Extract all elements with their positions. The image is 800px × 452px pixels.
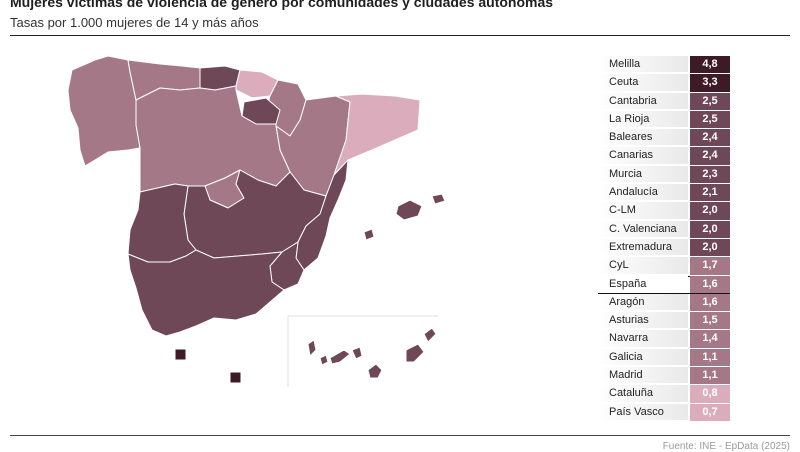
map-region-baleares bbox=[395, 199, 423, 221]
row-label: Melilla bbox=[598, 56, 688, 74]
map-region-melilla bbox=[229, 371, 242, 384]
row-value: 1,4 bbox=[690, 330, 730, 348]
table-row: Canarias 2,4 bbox=[598, 147, 730, 165]
row-value: 2,5 bbox=[690, 92, 730, 110]
table-row: País Vasco 0,7 bbox=[598, 403, 730, 422]
row-label: Madrid bbox=[598, 367, 688, 385]
row-label: Aragón bbox=[598, 293, 688, 312]
table-row: Cantabria 2,5 bbox=[598, 92, 730, 111]
map-region-c-valenciana bbox=[295, 159, 349, 271]
row-label: C. Valenciana bbox=[598, 220, 688, 238]
row-value: 2,0 bbox=[690, 202, 730, 220]
row-label: España bbox=[598, 275, 688, 293]
row-value: 1,1 bbox=[690, 367, 730, 385]
top-rule bbox=[10, 35, 790, 36]
table-row: C-LM 2,0 bbox=[598, 202, 730, 220]
row-value: 1,6 bbox=[690, 293, 730, 312]
row-value: 2,4 bbox=[690, 129, 730, 147]
bottom-rule bbox=[10, 435, 790, 436]
row-value: 1,6 bbox=[690, 275, 730, 293]
table-row: Ceuta 3,3 bbox=[598, 74, 730, 92]
table-row: Baleares 2,4 bbox=[598, 129, 730, 147]
row-value: 2,0 bbox=[690, 238, 730, 257]
table-row: Asturias 1,5 bbox=[598, 312, 730, 330]
spain-choropleth-map bbox=[67, 55, 446, 387]
table-row: Cataluña 0,8 bbox=[598, 385, 730, 403]
map-region-extremadura bbox=[127, 183, 197, 263]
row-label: Ceuta bbox=[598, 74, 688, 92]
row-label: Andalucía bbox=[598, 184, 688, 202]
row-value: 4,8 bbox=[690, 56, 730, 74]
map-region-canarias bbox=[307, 327, 437, 379]
source-note: Fuente: INE - EpData (2025) bbox=[662, 441, 790, 452]
row-label: CyL bbox=[598, 257, 688, 275]
row-value: 1,1 bbox=[690, 348, 730, 367]
row-value: 0,8 bbox=[690, 385, 730, 403]
row-label: Asturias bbox=[598, 312, 688, 330]
row-value: 2,0 bbox=[690, 220, 730, 238]
table-row: Aragón 1,6 bbox=[598, 293, 730, 312]
map-region-galicia bbox=[67, 55, 141, 167]
row-label: Cataluña bbox=[598, 385, 688, 403]
row-value: 2,4 bbox=[690, 147, 730, 165]
row-value: 0,7 bbox=[690, 403, 730, 421]
table-row: CyL 1,7 bbox=[598, 257, 730, 275]
row-label: Murcia bbox=[598, 165, 688, 184]
table-row: Galicia 1,1 bbox=[598, 348, 730, 367]
row-label: Extremadura bbox=[598, 238, 688, 257]
table-row: Navarra 1,4 bbox=[598, 330, 730, 348]
map-region-baleares-menorca bbox=[431, 193, 446, 205]
map-region-andalucia bbox=[127, 249, 285, 337]
canarias-inset-frame bbox=[287, 315, 438, 387]
row-label: C-LM bbox=[598, 202, 688, 220]
chart-title: Mujeres víctimas de violencia de género … bbox=[10, 0, 554, 10]
row-label: Galicia bbox=[598, 348, 688, 367]
map-region-baleares-ibiza bbox=[363, 228, 375, 241]
row-value: 1,7 bbox=[690, 257, 730, 275]
table-row: Extremadura 2,0 bbox=[598, 238, 730, 257]
rates-table: Melilla 4,8 Ceuta 3,3 Cantabria 2,5 La Rioja 2,… bbox=[598, 56, 730, 422]
row-label: La Rioja bbox=[598, 110, 688, 129]
row-value: 3,3 bbox=[690, 74, 730, 92]
row-label: País Vasco bbox=[598, 403, 688, 421]
row-label: Canarias bbox=[598, 147, 688, 165]
map-region-ceuta bbox=[174, 348, 187, 361]
table-row: C. Valenciana 2,0 bbox=[598, 220, 730, 239]
row-value: 2,3 bbox=[690, 165, 730, 184]
table-row: España 1,6 bbox=[598, 275, 730, 294]
table-row: Madrid 1,1 bbox=[598, 367, 730, 385]
chart-subtitle: Tasas por 1.000 mujeres de 14 y más años bbox=[10, 15, 259, 30]
row-value: 1,5 bbox=[690, 312, 730, 330]
row-value: 2,5 bbox=[690, 110, 730, 129]
row-label: Navarra bbox=[598, 330, 688, 348]
table-row: Melilla 4,8 bbox=[598, 56, 730, 74]
row-label: Cantabria bbox=[598, 92, 688, 110]
table-row: La Rioja 2,5 bbox=[598, 110, 730, 129]
map-region-cataluna bbox=[333, 93, 421, 176]
row-label: Baleares bbox=[598, 129, 688, 147]
row-value: 2,1 bbox=[690, 184, 730, 202]
table-row: Murcia 2,3 bbox=[598, 165, 730, 184]
table-row: Andalucía 2,1 bbox=[598, 184, 730, 202]
